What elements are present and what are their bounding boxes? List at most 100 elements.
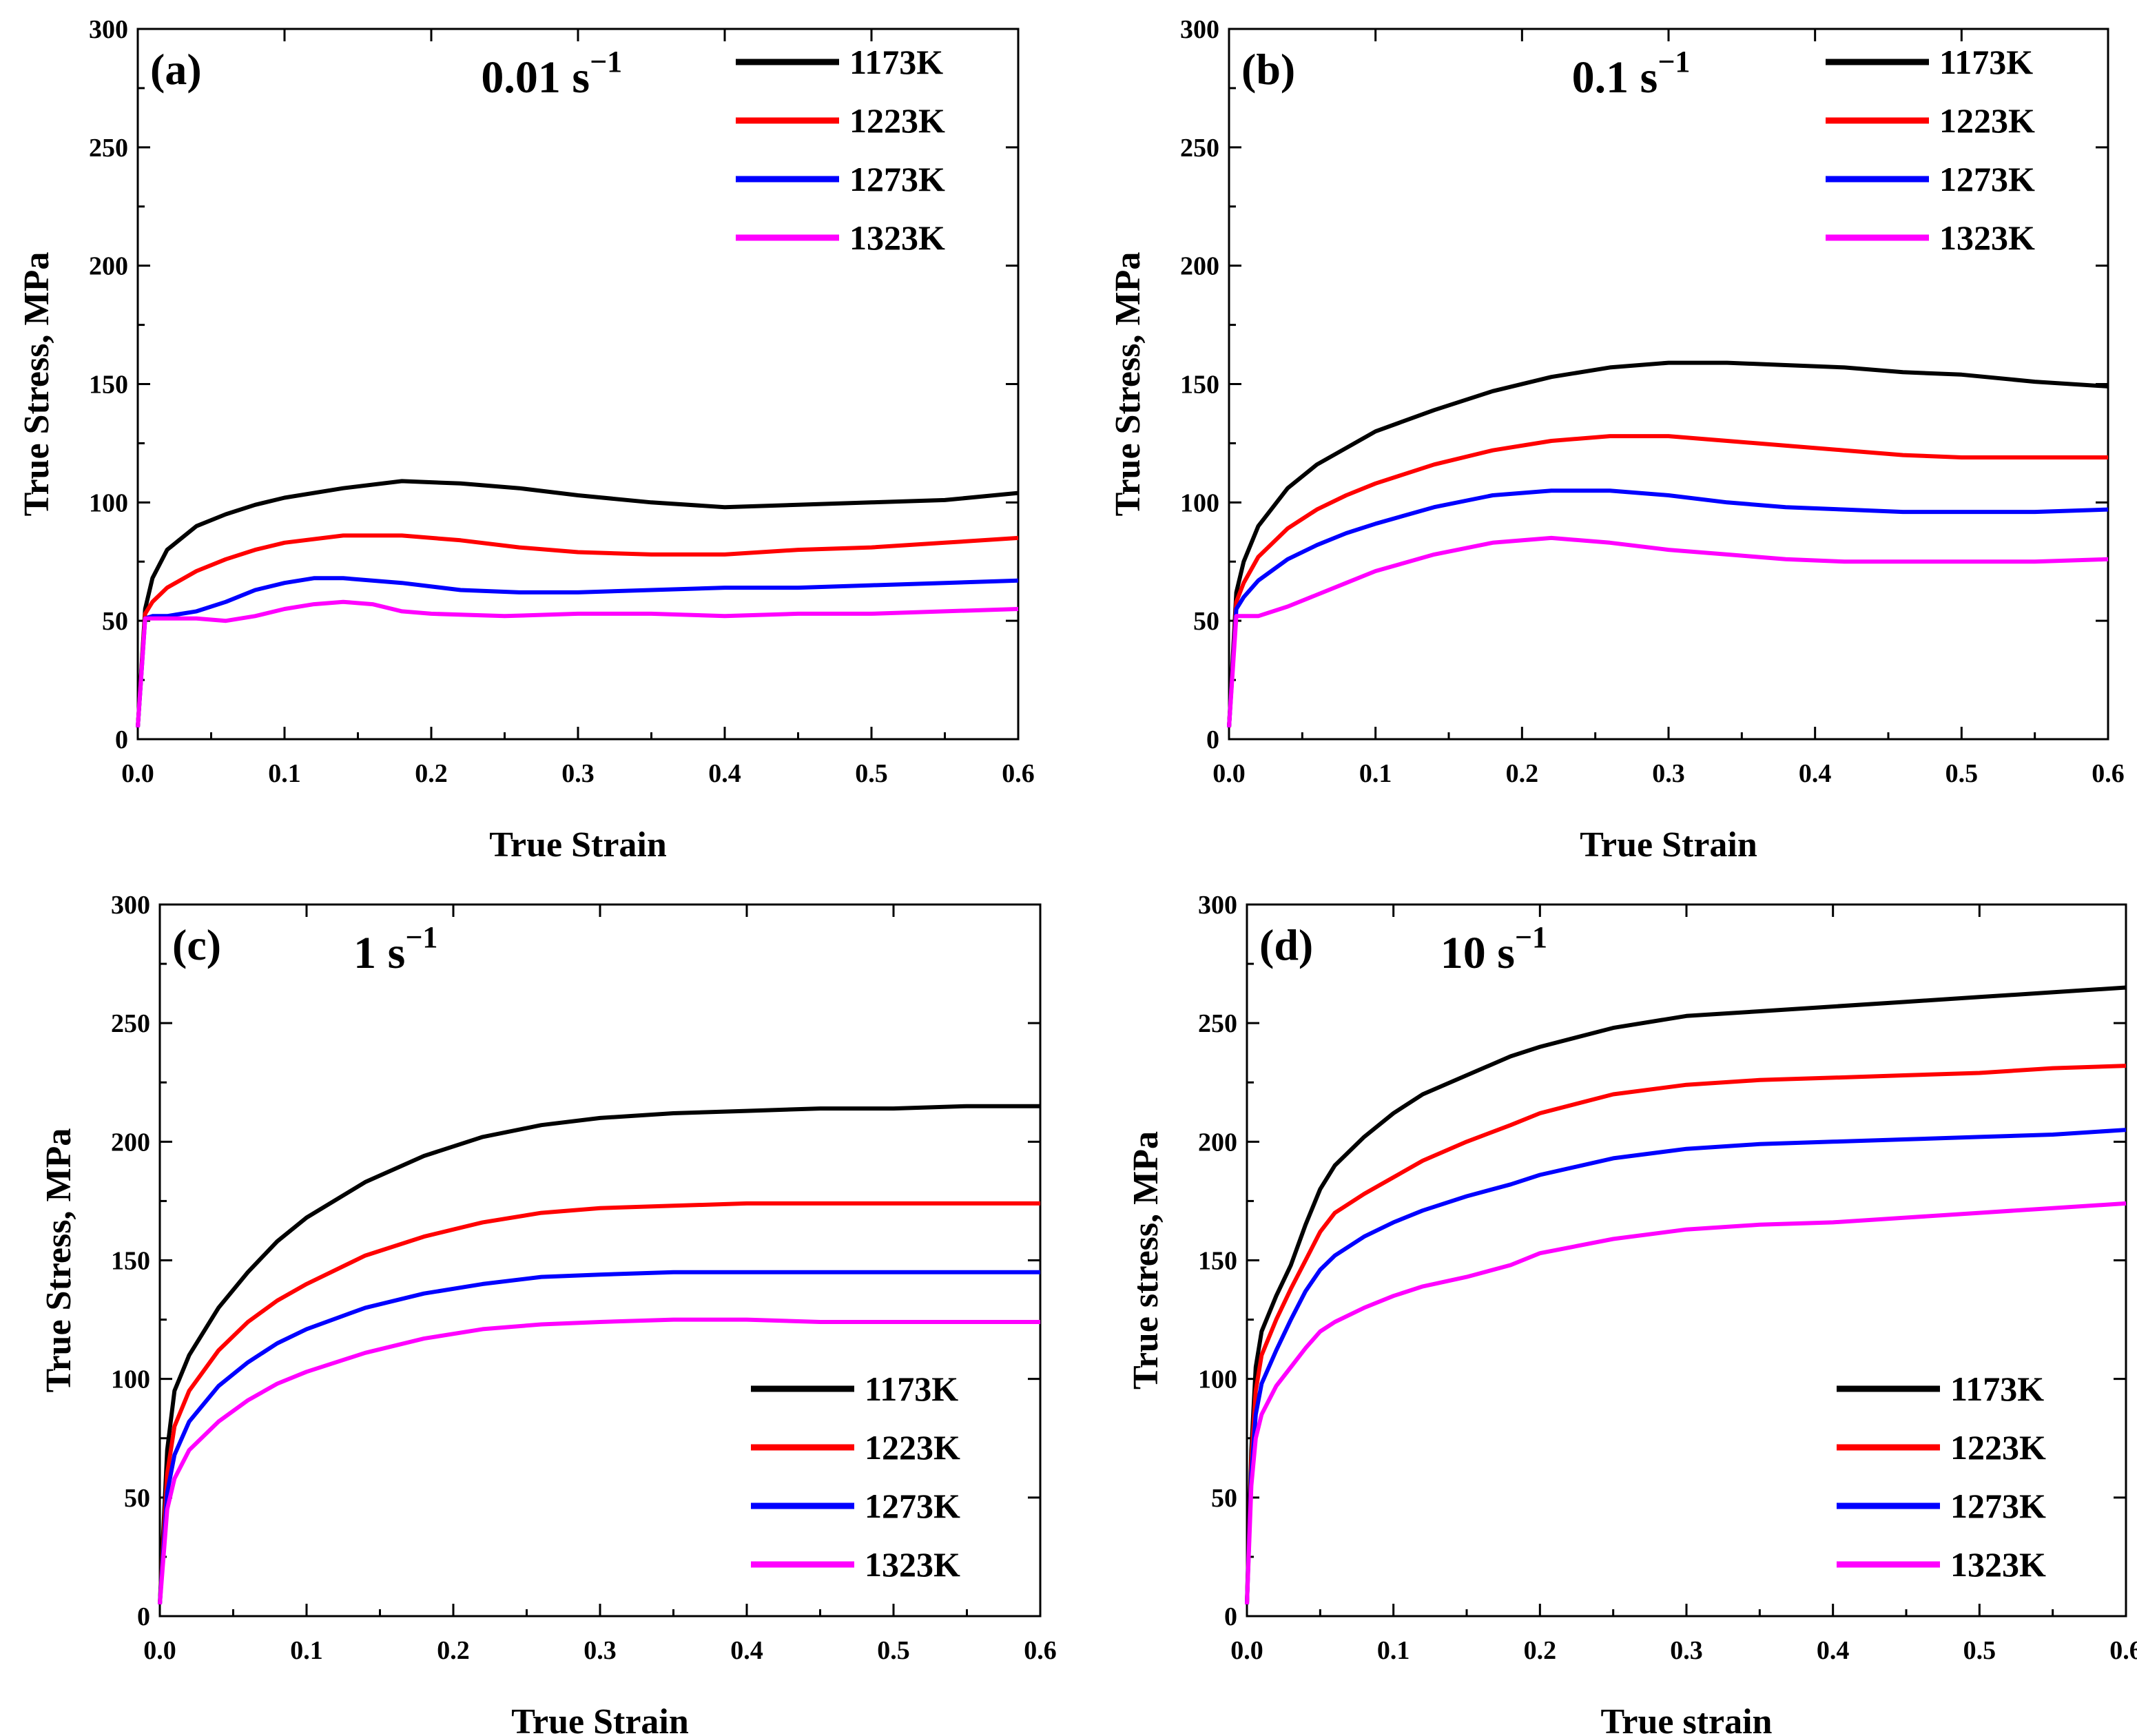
- x-tick-label: 0.5: [855, 759, 888, 788]
- y-axis-title: True Stress, MPa: [1108, 252, 1148, 517]
- x-tick-label: 0.0: [143, 1636, 176, 1665]
- y-tick-label: 150: [89, 371, 128, 400]
- strain-rate-value: 0.01 s: [481, 52, 590, 103]
- y-tick-label: 50: [124, 1484, 150, 1513]
- legend-label: 1323K: [1939, 218, 2035, 257]
- series-line-1323k: [158, 1317, 1040, 1605]
- x-tick-label: 0.5: [877, 1636, 910, 1665]
- x-tick-label: 0.5: [1963, 1636, 1996, 1665]
- y-tick-label: 100: [1198, 1365, 1237, 1394]
- x-axis-title: True Strain: [1580, 825, 1757, 865]
- x-tick-label: 0.3: [1652, 759, 1685, 788]
- strain-rate-label: 0.1 s−1: [1572, 45, 1691, 103]
- y-tick-label: 0: [1206, 725, 1219, 754]
- y-tick-label: 100: [111, 1365, 150, 1394]
- strain-rate-exponent: −1: [405, 920, 437, 954]
- legend-label: 1323K: [865, 1545, 960, 1584]
- series-line-1173k: [1227, 360, 2109, 727]
- y-tick-label: 50: [1193, 607, 1219, 636]
- x-tick-label: 0.3: [1670, 1636, 1703, 1665]
- x-tick-label: 0.4: [1799, 759, 1832, 788]
- strain-rate-label: 1 s−1: [353, 920, 437, 978]
- y-tick-label: 100: [1180, 488, 1219, 517]
- x-tick-label: 0.4: [708, 759, 741, 788]
- chart-panel-1: 0.0 0.1 0.2 0.3 0.4 0.5 0.6 0 50 100 150 200 250 300 T…: [17, 15, 1035, 865]
- y-tick-label: 300: [1180, 15, 1219, 44]
- series-line-1323k: [136, 599, 1019, 728]
- legend-label: 1273K: [1939, 160, 2035, 198]
- x-axis-title: True Strain: [489, 825, 667, 865]
- y-tick-label: 300: [1198, 891, 1237, 920]
- legend-label: 1323K: [1950, 1545, 2046, 1584]
- y-tick-label: 200: [89, 252, 128, 281]
- series-line-1173k: [1245, 985, 2127, 1604]
- y-tick-label: 150: [1180, 371, 1219, 400]
- strain-rate-exponent: −1: [1658, 45, 1690, 79]
- panel-tag: (d): [1259, 920, 1313, 969]
- chart-panel-4: 0.0 0.1 0.2 0.3 0.4 0.5 0.6 0 50 100 150 200 250 300 T…: [1126, 891, 2137, 1736]
- x-tick-label: 0.4: [1817, 1636, 1850, 1665]
- strain-rate-value: 10 s: [1441, 928, 1515, 978]
- x-tick-label: 0.0: [1212, 759, 1246, 788]
- x-tick-label: 0.0: [1230, 1636, 1263, 1665]
- chart-panel-2: 0.0 0.1 0.2 0.3 0.4 0.5 0.6 0 50 100 150 200 250 300 T…: [1108, 15, 2125, 865]
- y-tick-label: 250: [1198, 1009, 1237, 1038]
- y-tick-label: 200: [1198, 1128, 1237, 1157]
- strain-rate-value: 1 s: [353, 928, 405, 978]
- series-line-1273k: [1245, 1128, 2127, 1604]
- x-tick-label: 0.2: [1506, 759, 1539, 788]
- y-tick-label: 100: [89, 488, 128, 517]
- panel-tag: (a): [150, 45, 202, 94]
- y-tick-label: 50: [1211, 1484, 1237, 1513]
- x-tick-label: 0.1: [290, 1636, 323, 1665]
- strain-rate-label: 10 s−1: [1441, 920, 1547, 978]
- panel-tag: (c): [172, 920, 221, 969]
- legend-label: 1223K: [865, 1428, 960, 1467]
- x-tick-label: 0.6: [2109, 1636, 2137, 1665]
- series-line-1223k: [1245, 1064, 2127, 1604]
- y-tick-label: 250: [1180, 134, 1219, 163]
- x-tick-label: 0.3: [584, 1636, 617, 1665]
- series-line-1323k: [1245, 1201, 2127, 1604]
- x-tick-label: 0.0: [121, 759, 154, 788]
- strain-rate-exponent: −1: [590, 45, 622, 79]
- chart-panel-3: 0.0 0.1 0.2 0.3 0.4 0.5 0.6 0 50 100 150 200 250 300 T…: [39, 891, 1057, 1736]
- legend-label: 1223K: [849, 101, 945, 140]
- series-line-1223k: [136, 533, 1019, 727]
- y-tick-label: 0: [1224, 1602, 1237, 1631]
- strain-rate-value: 0.1 s: [1572, 52, 1658, 103]
- series-line-1223k: [158, 1201, 1040, 1604]
- y-tick-label: 150: [1198, 1247, 1237, 1276]
- x-tick-label: 0.1: [1377, 1636, 1410, 1665]
- legend-label: 1273K: [849, 160, 945, 198]
- x-tick-label: 0.3: [561, 759, 595, 788]
- x-tick-label: 0.4: [730, 1636, 763, 1665]
- series-line-1273k: [1227, 488, 2109, 727]
- y-tick-label: 250: [111, 1009, 150, 1038]
- y-tick-label: 200: [111, 1128, 150, 1157]
- y-tick-label: 200: [1180, 252, 1219, 281]
- y-tick-label: 150: [111, 1247, 150, 1276]
- legend-label: 1173K: [865, 1370, 958, 1408]
- y-axis-title: True Stress, MPa: [17, 252, 56, 517]
- y-axis-title: True stress, MPa: [1126, 1131, 1166, 1389]
- series-line-1273k: [158, 1270, 1040, 1604]
- legend-label: 1173K: [849, 43, 943, 81]
- series-line-1323k: [1227, 535, 2109, 727]
- y-tick-label: 0: [137, 1602, 150, 1631]
- legend-label: 1223K: [1939, 101, 2035, 140]
- x-tick-label: 0.1: [1359, 759, 1392, 788]
- strain-rate-label: 0.01 s−1: [481, 45, 622, 103]
- x-tick-label: 0.5: [1945, 759, 1979, 788]
- legend-label: 1273K: [1950, 1487, 2046, 1525]
- series-line-1223k: [1227, 434, 2108, 727]
- legend-label: 1173K: [1939, 43, 2033, 81]
- legend-label: 1273K: [865, 1487, 960, 1525]
- x-tick-label: 0.2: [437, 1636, 470, 1665]
- x-tick-label: 0.1: [268, 759, 301, 788]
- x-tick-label: 0.6: [2092, 759, 2125, 788]
- series-line-1173k: [158, 1104, 1040, 1604]
- y-tick-label: 300: [89, 15, 128, 44]
- y-tick-label: 0: [115, 725, 128, 754]
